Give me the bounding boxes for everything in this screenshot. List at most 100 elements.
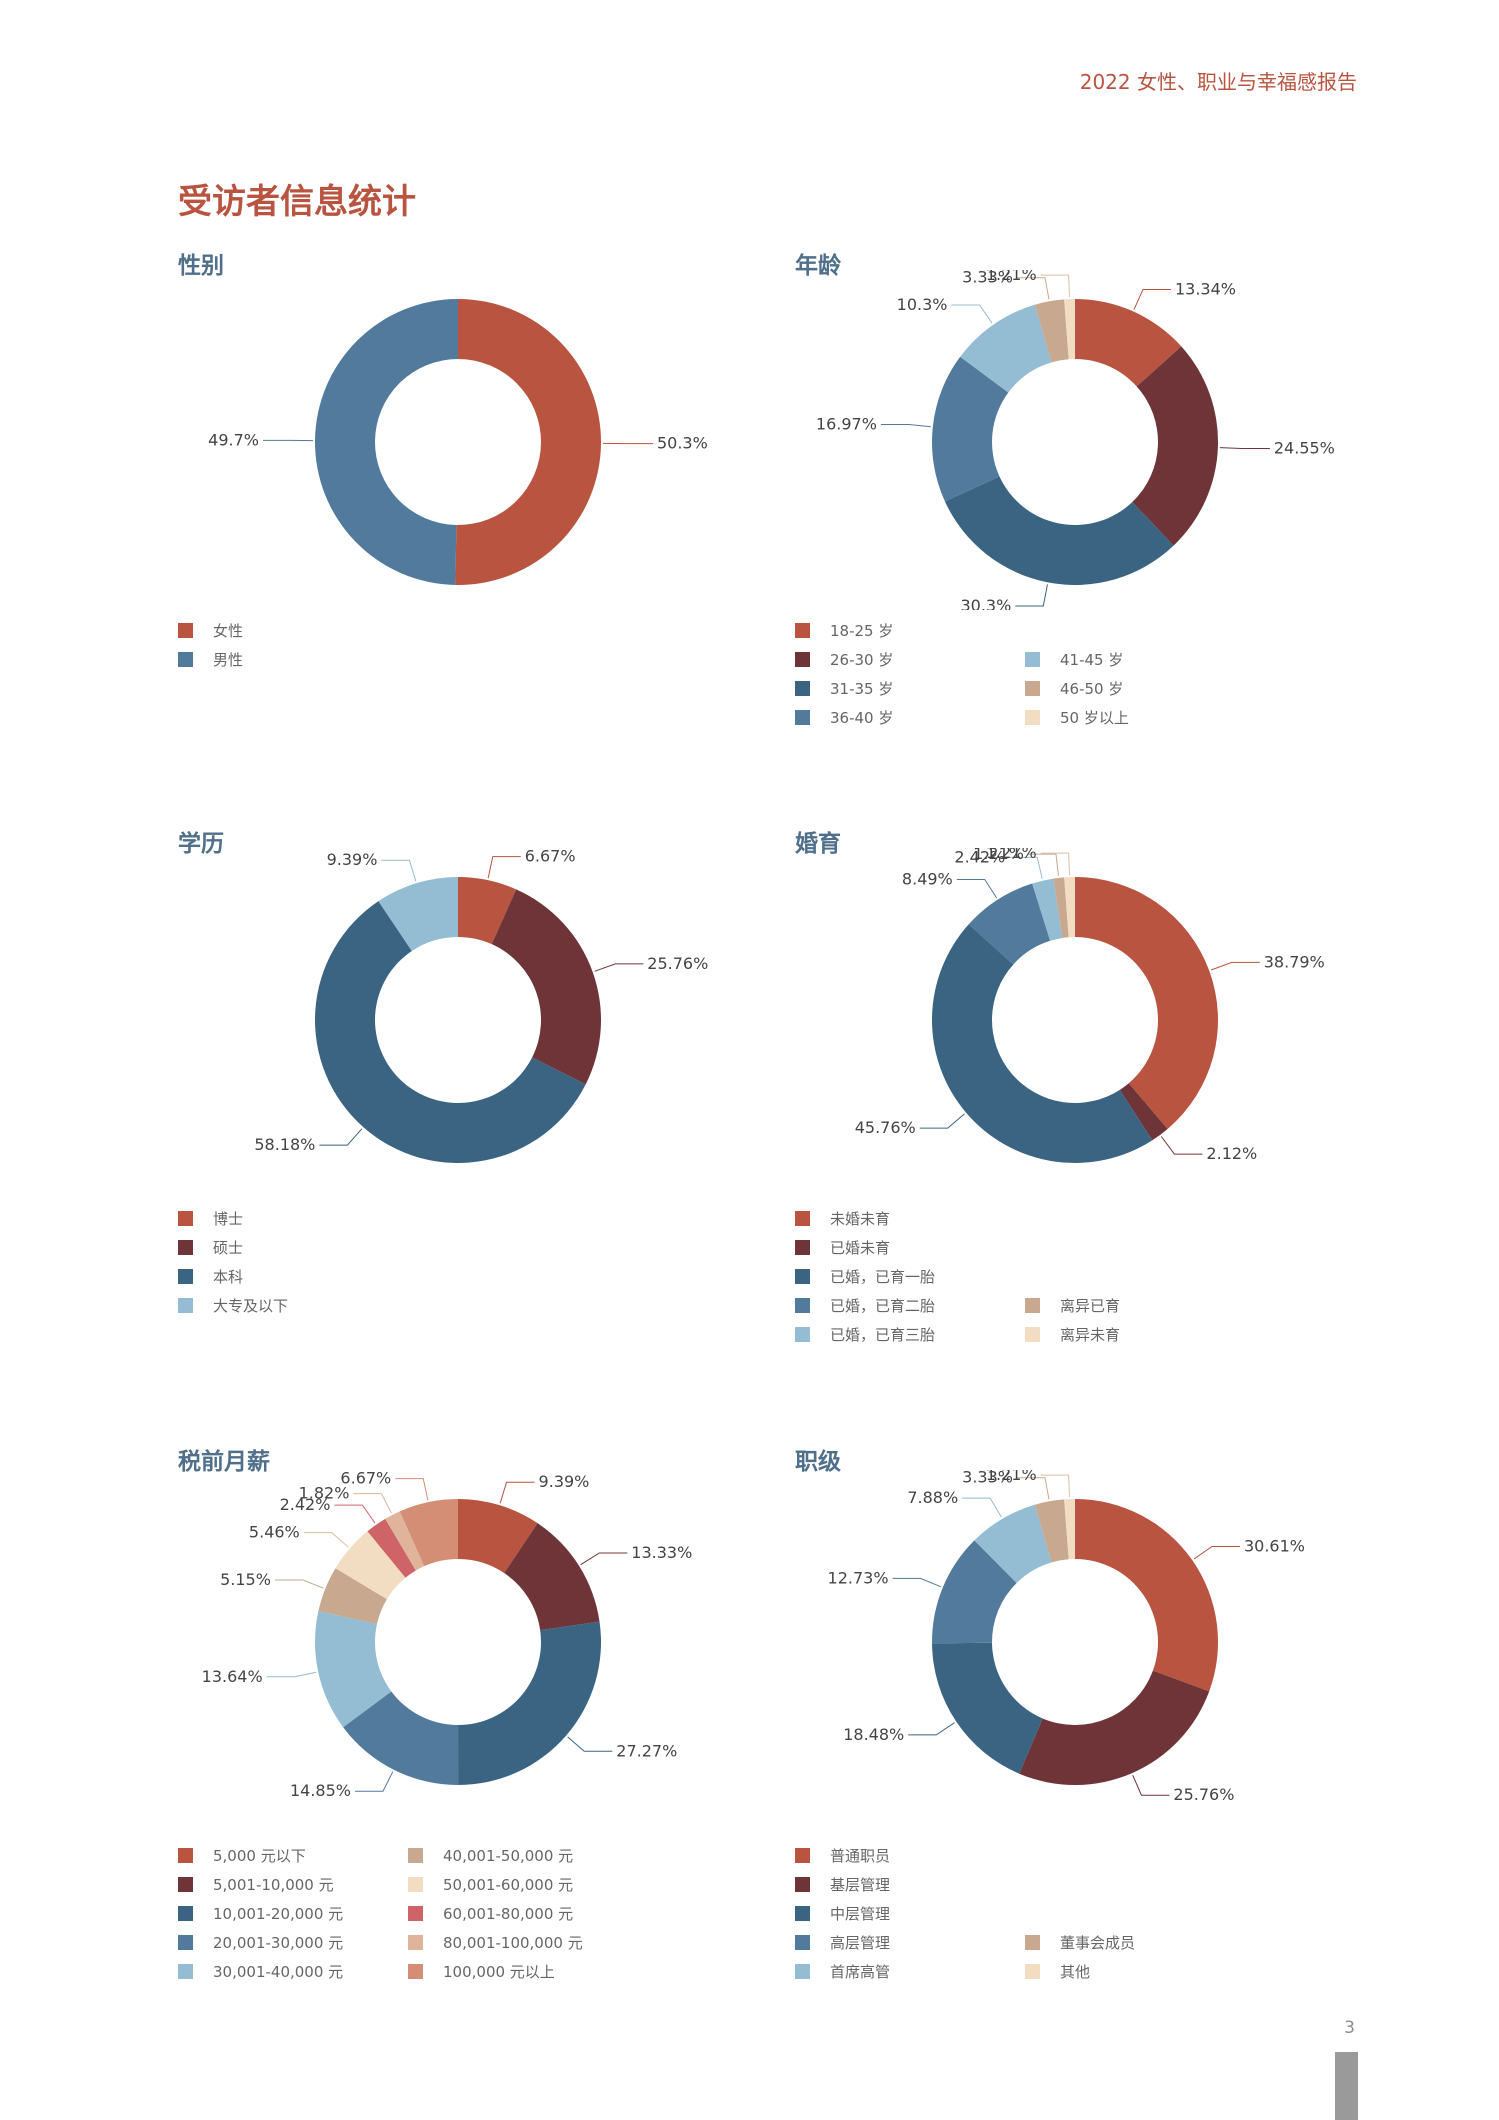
data-label-2: 27.27%: [616, 1741, 677, 1760]
legend-swatch: [178, 1298, 193, 1313]
donut-slice-2: [944, 476, 1174, 585]
legend-swatch: [1025, 681, 1040, 696]
legend-swatch: [795, 1269, 810, 1284]
legend-item: 首席高管: [795, 1961, 890, 1982]
leader-line-0: [487, 856, 521, 879]
legend-swatch: [795, 681, 810, 696]
legend-label: 100,000 元以上: [443, 1963, 555, 1981]
data-label-0: 9.39%: [539, 1472, 590, 1491]
data-label-0: 50.3%: [657, 434, 708, 453]
job-level-chart-title: 职级: [795, 1449, 841, 1475]
data-label-0: 6.67%: [525, 848, 576, 866]
donut-slice-1: [491, 889, 601, 1085]
legend-label: 其他: [1060, 1963, 1091, 1981]
legend-item: 未婚未育: [795, 1208, 890, 1229]
legend-swatch: [795, 1935, 810, 1950]
leader-line-4: [951, 304, 993, 324]
data-label-1: 24.55%: [1274, 438, 1335, 457]
legend-swatch: [795, 623, 810, 638]
legend-swatch: [795, 710, 810, 725]
data-label-1: 13.33%: [631, 1543, 692, 1562]
legend-swatch: [178, 623, 193, 638]
leader-line-0: [1133, 288, 1171, 310]
donut-slice-0: [458, 877, 517, 945]
donut-slice-9: [399, 1499, 458, 1567]
legend-label: 80,001-100,000 元: [443, 1934, 583, 1952]
donut-slice-4: [974, 1504, 1052, 1584]
legend-swatch: [178, 1240, 193, 1255]
legend-item: 已婚，已育一胎: [795, 1266, 935, 1287]
legend-item: 董事会成员: [1025, 1932, 1135, 1953]
legend-item: 基层管理: [795, 1874, 890, 1895]
data-label-5: 1.21%: [973, 848, 1024, 863]
donut-slice-3: [968, 883, 1051, 965]
legend-label: 男性: [213, 651, 244, 669]
legend-label: 离异未育: [1060, 1326, 1121, 1344]
legend-swatch: [795, 1211, 810, 1226]
leader-line-2: [567, 1736, 613, 1752]
age-chart-title: 年龄: [795, 253, 841, 279]
legend-label: 已婚，已育一胎: [830, 1268, 936, 1286]
legend-swatch: [178, 1906, 193, 1921]
leader-line-3: [892, 1577, 942, 1588]
legend-label: 高层管理: [830, 1934, 891, 1952]
legend-label: 30,001-40,000 元: [213, 1963, 344, 1981]
data-label-1: 49.7%: [208, 430, 259, 449]
data-label-3: 14.85%: [290, 1781, 351, 1800]
leader-line-3: [354, 1771, 394, 1792]
data-label-1: 25.76%: [1173, 1785, 1234, 1804]
leader-line-5: [1027, 853, 1059, 876]
legend-item: 已婚未育: [795, 1237, 890, 1258]
data-label-1: 2.12%: [1206, 1144, 1257, 1163]
donut-slice-3: [343, 1691, 459, 1785]
legend-label: 10,001-20,000 元: [213, 1905, 344, 1923]
legend-item: 本科: [178, 1266, 243, 1287]
donut-slice-0: [1075, 877, 1218, 1129]
data-label-3: 8.49%: [902, 869, 953, 888]
data-label-2: 58.18%: [254, 1135, 315, 1154]
legend-label: 中层管理: [830, 1905, 891, 1923]
legend-item: 5,001-10,000 元: [178, 1874, 334, 1895]
leader-line-2: [319, 1128, 363, 1146]
leader-line-7: [334, 1504, 376, 1524]
legend-label: 5,001-10,000 元: [213, 1876, 334, 1894]
legend-swatch: [795, 1906, 810, 1921]
donut-slice-6: [1064, 877, 1075, 938]
leader-line-2: [919, 1113, 965, 1129]
data-label-3: 12.73%: [828, 1568, 889, 1587]
leader-line-0: [1193, 1545, 1240, 1560]
legend-item: 80,001-100,000 元: [408, 1932, 583, 1953]
leader-line-0: [499, 1481, 535, 1504]
legend-swatch: [408, 1906, 423, 1921]
leader-line-5: [274, 1579, 324, 1589]
leader-line-8: [353, 1493, 392, 1514]
donut-slice-6: [1064, 299, 1075, 360]
page-edge-tab: [1335, 2052, 1358, 2120]
legend-label: 5,000 元以下: [213, 1847, 306, 1865]
legend-label: 26-30 岁: [830, 651, 894, 669]
donut-slice-2: [931, 924, 1153, 1163]
legend-swatch: [408, 1848, 423, 1863]
legend-label: 大专及以下: [213, 1297, 289, 1315]
legend-swatch: [178, 1964, 193, 1979]
legend-label: 31-35 岁: [830, 680, 894, 698]
donut-slice-3: [932, 1540, 1017, 1644]
data-label-2: 30.3%: [960, 596, 1011, 610]
legend-label: 50,001-60,000 元: [443, 1876, 574, 1894]
data-label-4: 2.42%: [954, 848, 1005, 866]
data-label-3: 9.39%: [327, 850, 378, 869]
legend-label: 41-45 岁: [1060, 651, 1124, 669]
leader-line-6: [1040, 274, 1070, 298]
legend-item: 50,001-60,000 元: [408, 1874, 573, 1895]
legend-swatch: [1025, 1298, 1040, 1313]
legend-item: 离异已育: [1025, 1295, 1120, 1316]
leader-line-6: [1040, 1474, 1070, 1498]
gender-chart-title: 性别: [178, 253, 224, 279]
legend-item: 已婚，已育三胎: [795, 1324, 935, 1345]
data-label-6: 5.46%: [249, 1523, 300, 1542]
marriage-donut-chart: 38.79% 2.12% 45.76% 8.49%2.42%1.21%1.21%: [855, 848, 1325, 1163]
donut-slice-7: [367, 1518, 416, 1578]
legend-swatch: [795, 1877, 810, 1892]
legend-label: 已婚，已育二胎: [830, 1297, 936, 1315]
legend-item: 60,001-80,000 元: [408, 1903, 573, 1924]
